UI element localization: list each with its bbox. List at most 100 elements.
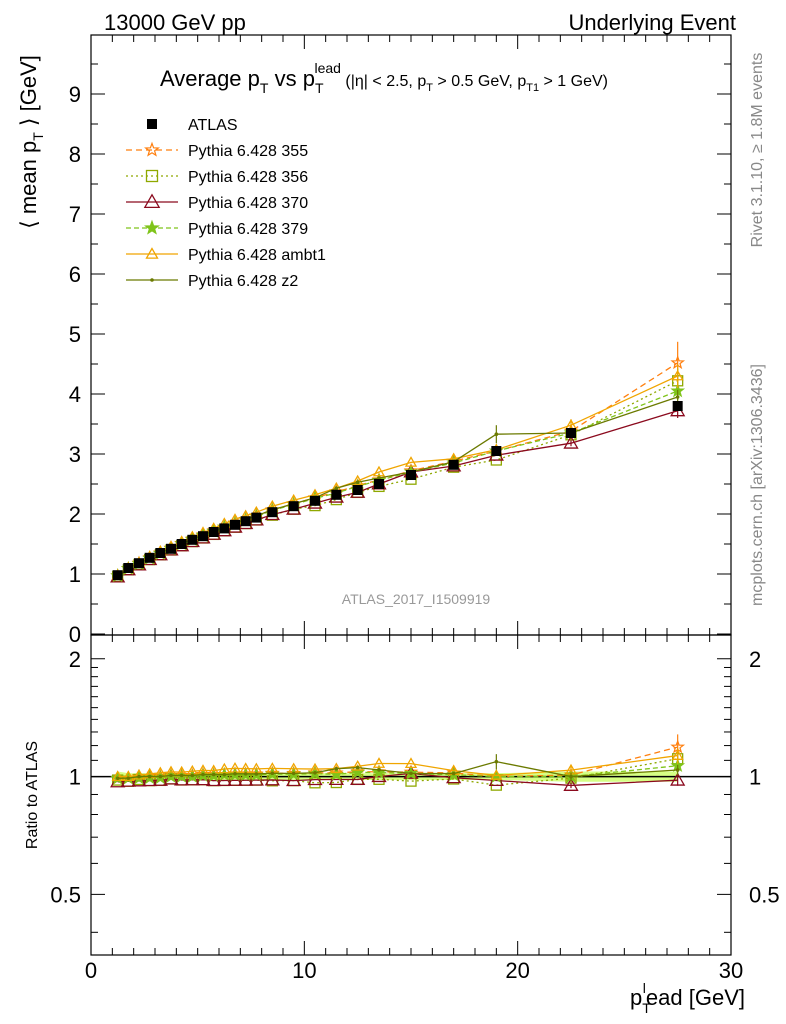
legend-marker bbox=[143, 193, 161, 209]
ratio-point bbox=[254, 772, 259, 776]
legend-label: Pythia 6.428 356 bbox=[188, 169, 308, 186]
ratio-point bbox=[671, 749, 684, 760]
analysis-id: ATLAS_2017_I1509919 bbox=[342, 591, 491, 607]
ratio-point bbox=[675, 768, 680, 772]
data-point bbox=[240, 516, 251, 527]
data-point bbox=[448, 459, 459, 470]
ratio-point bbox=[372, 757, 386, 768]
data-point bbox=[406, 470, 416, 480]
series-line-p356 bbox=[117, 380, 678, 577]
legend-item: Pythia 6.428 356 bbox=[126, 169, 308, 186]
legend-item: Pythia 6.428 355 bbox=[126, 141, 308, 160]
ratio-point bbox=[404, 757, 418, 769]
legend-marker bbox=[144, 219, 160, 235]
legend: ATLAS Pythia 6.428 355 Pythia 6.428 356 Pyt… bbox=[126, 117, 326, 290]
legend-label: Pythia 6.428 ambt1 bbox=[188, 247, 326, 264]
series-p379 bbox=[110, 382, 686, 785]
data-point bbox=[144, 552, 155, 563]
main-ylabel: ⟨ mean pT ⟩ [GeV] bbox=[16, 55, 46, 229]
ratio-ylabel: Ratio to ATLAS bbox=[24, 741, 41, 849]
mcplots-label: mcplots.cern.ch [arXiv:1306.3436] bbox=[749, 364, 766, 606]
data-point bbox=[208, 527, 219, 537]
ratio-point bbox=[409, 771, 413, 776]
ratio-point bbox=[563, 777, 579, 791]
legend-item: Pythia 6.428 370 bbox=[126, 193, 308, 212]
ratio-point bbox=[270, 771, 275, 776]
data-point bbox=[251, 512, 262, 523]
series-p356 bbox=[112, 368, 684, 791]
legend-label: Pythia 6.428 z2 bbox=[188, 273, 298, 290]
ratio-point bbox=[211, 772, 216, 777]
main-ytick-label: 3 bbox=[69, 442, 81, 467]
data-point bbox=[166, 543, 176, 554]
ratio-point bbox=[169, 773, 173, 778]
series-p355 bbox=[110, 341, 686, 785]
data-point bbox=[176, 539, 187, 549]
ratio-point bbox=[126, 776, 131, 780]
legend-marker bbox=[145, 247, 159, 259]
data-point bbox=[112, 570, 123, 581]
data-point bbox=[155, 548, 166, 558]
ratio-point bbox=[218, 762, 231, 774]
main-ytick-label: 1 bbox=[69, 562, 81, 587]
main-ytick-label: 2 bbox=[69, 502, 81, 527]
ratio-point bbox=[201, 772, 205, 777]
legend-item: Pythia 6.428 ambt1 bbox=[126, 247, 326, 264]
ratio-point bbox=[451, 771, 456, 776]
ratio-point bbox=[490, 769, 503, 780]
legend-marker bbox=[145, 169, 159, 183]
ratio-point bbox=[147, 774, 152, 779]
x-tick-label: 20 bbox=[505, 958, 529, 983]
series-z2 bbox=[115, 389, 680, 781]
data-point bbox=[331, 489, 342, 500]
ratio-point bbox=[670, 772, 686, 786]
ratio-point bbox=[190, 773, 195, 778]
series-ambt1 bbox=[111, 364, 684, 781]
main-ytick-label: 0 bbox=[69, 622, 81, 647]
legend-marker bbox=[144, 141, 160, 157]
legend-item: ATLAS bbox=[147, 117, 238, 134]
data-point bbox=[198, 531, 208, 542]
data-point bbox=[230, 519, 240, 530]
data-point bbox=[123, 563, 134, 573]
data-point bbox=[374, 479, 384, 489]
ratio-ytick-label-right: 2 bbox=[749, 647, 761, 672]
data-point bbox=[267, 507, 278, 518]
ratio-point bbox=[286, 772, 302, 787]
ratio-point bbox=[569, 774, 573, 779]
x-tick-label: 0 bbox=[85, 958, 97, 983]
main-ytick-label: 5 bbox=[69, 322, 81, 347]
x-tick-label: 10 bbox=[292, 958, 316, 983]
data-point bbox=[134, 558, 144, 569]
main-ytick-label: 8 bbox=[69, 142, 81, 167]
legend-label: ATLAS bbox=[188, 117, 238, 134]
ratio-point bbox=[313, 770, 317, 775]
data-point bbox=[351, 474, 364, 486]
legend-item: Pythia 6.428 z2 bbox=[126, 273, 298, 290]
legend-item: Pythia 6.428 379 bbox=[126, 219, 308, 238]
ratio-point bbox=[243, 772, 248, 776]
ratio-point bbox=[494, 759, 499, 764]
ratio-point bbox=[115, 776, 120, 781]
data-point bbox=[219, 523, 230, 534]
ratio-point bbox=[132, 768, 146, 780]
data-point bbox=[672, 401, 683, 411]
data-point bbox=[288, 501, 299, 512]
data-point bbox=[671, 369, 684, 381]
plot-title: Average pT vs pTlead (|η| < 2.5, pT > 0.… bbox=[160, 60, 608, 96]
ratio-plot-frame bbox=[90, 634, 732, 956]
ratio-point bbox=[350, 771, 366, 785]
data-point bbox=[566, 428, 576, 438]
data-point bbox=[377, 476, 381, 480]
main-ytick-label: 4 bbox=[69, 382, 81, 407]
header-right: Underlying Event bbox=[568, 10, 736, 35]
series-ATLAS bbox=[112, 401, 683, 581]
series-line-p355 bbox=[117, 362, 679, 577]
ratio-point bbox=[377, 768, 381, 772]
legend-marker bbox=[150, 278, 154, 282]
ratio-point bbox=[158, 774, 163, 779]
legend-marker bbox=[147, 119, 157, 129]
data-point bbox=[352, 485, 363, 495]
ratio-point bbox=[355, 765, 360, 770]
